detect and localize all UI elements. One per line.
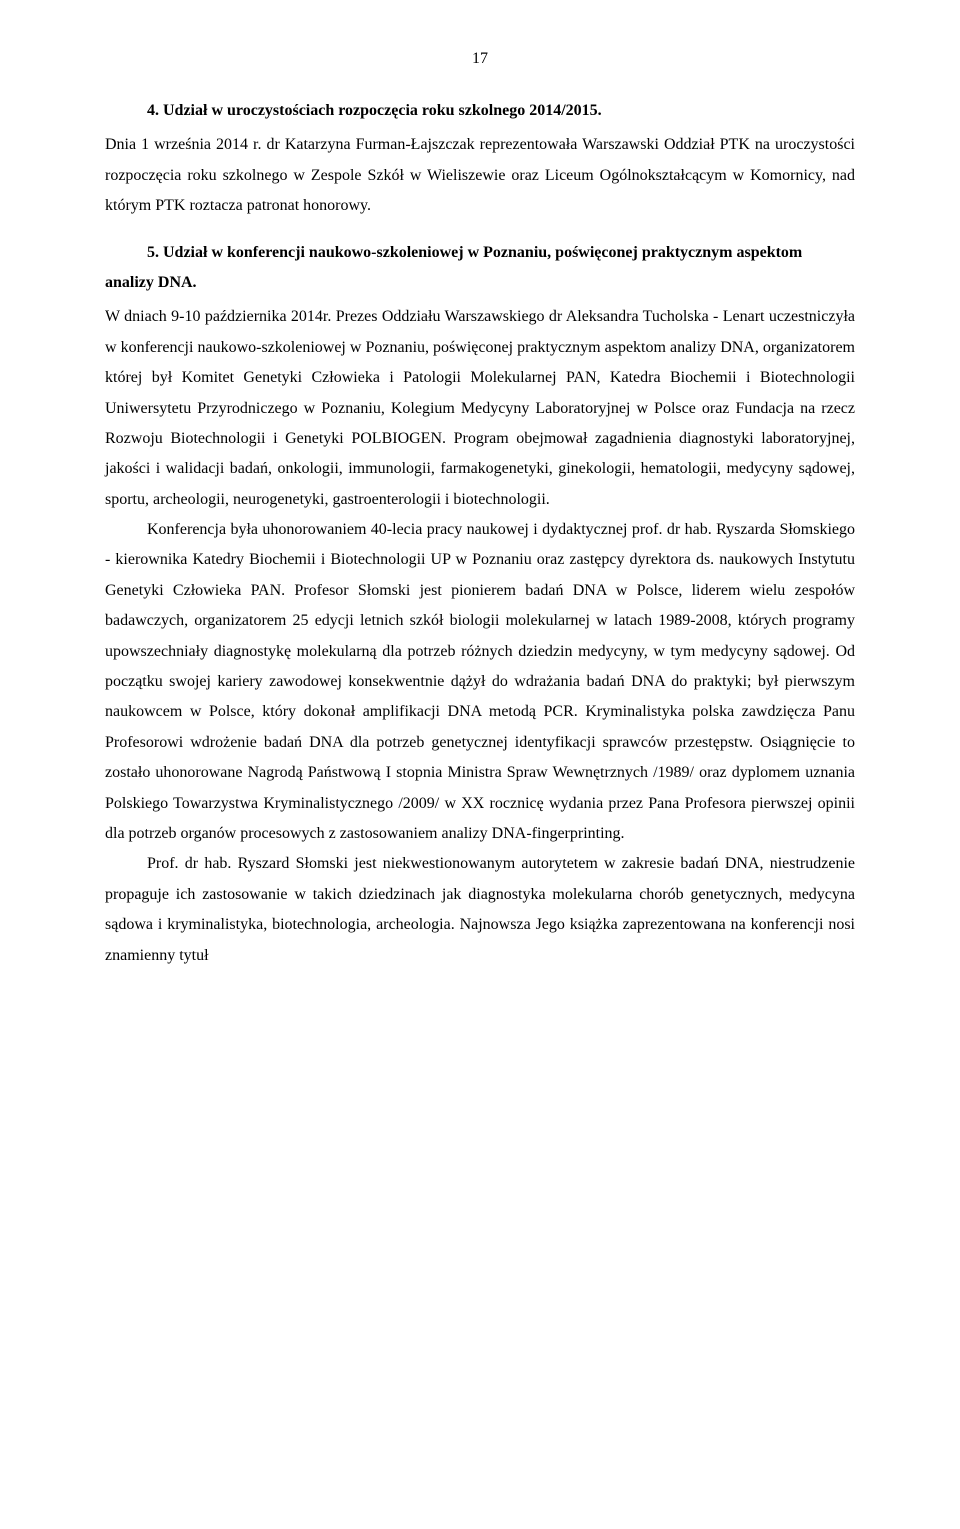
section-5-para-3: Prof. dr hab. Ryszard Słomski jest niekw… — [105, 849, 855, 971]
section-5-para-1: W dniach 9-10 października 2014r. Prezes… — [105, 302, 855, 515]
section-4-heading: 4. Udział w uroczystościach rozpoczęcia … — [105, 96, 855, 126]
document-page: 17 4. Udział w uroczystościach rozpoczęc… — [0, 0, 960, 1529]
page-number: 17 — [105, 50, 855, 68]
section-5-para-2: Konferencja była uhonorowaniem 40-lecia … — [105, 515, 855, 849]
section-5-heading: 5. Udział w konferencji naukowo-szkoleni… — [105, 238, 855, 299]
section-4-body: Dnia 1 września 2014 r. dr Katarzyna Fur… — [105, 130, 855, 221]
